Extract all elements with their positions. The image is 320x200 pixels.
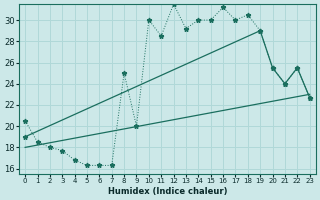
X-axis label: Humidex (Indice chaleur): Humidex (Indice chaleur) bbox=[108, 187, 227, 196]
